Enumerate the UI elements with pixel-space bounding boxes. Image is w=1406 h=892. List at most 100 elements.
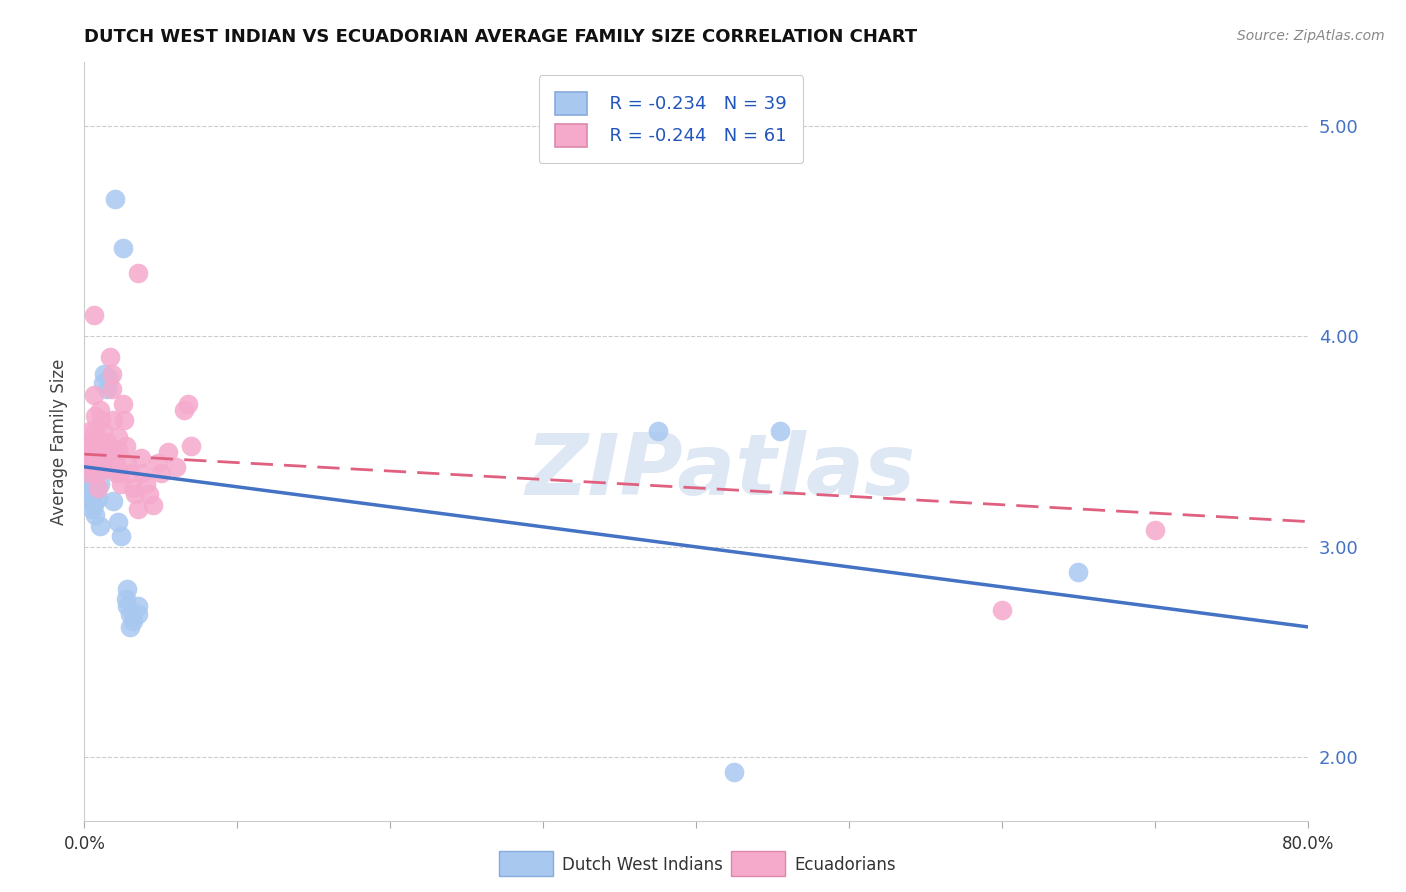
Point <box>94 459 117 474</box>
Point <box>98 462 121 476</box>
Point <box>101 367 124 381</box>
Point <box>101 382 124 396</box>
Point <box>120 466 142 480</box>
Point <box>83 475 105 489</box>
Point <box>98 351 121 365</box>
Point <box>89 476 111 491</box>
Point <box>86 451 108 466</box>
Point <box>80 451 103 466</box>
Point <box>76 439 98 453</box>
Point <box>127 266 149 280</box>
Point <box>107 515 129 529</box>
Point <box>127 502 149 516</box>
Point <box>991 603 1014 617</box>
Point <box>93 367 115 381</box>
Point <box>75 451 97 466</box>
Point <box>115 599 138 613</box>
Point <box>79 424 101 438</box>
Legend:   R = -0.234   N = 39,   R = -0.244   N = 61: R = -0.234 N = 39, R = -0.244 N = 61 <box>538 75 803 163</box>
Point <box>114 592 136 607</box>
Point <box>80 493 103 508</box>
Point <box>138 487 160 501</box>
Point <box>769 424 792 438</box>
Point <box>105 456 128 470</box>
Point <box>77 447 100 461</box>
Point <box>114 439 136 453</box>
Point <box>105 466 128 480</box>
Point <box>115 456 138 470</box>
Point <box>177 396 200 410</box>
Point <box>1143 523 1166 537</box>
Point <box>101 445 124 459</box>
Point <box>165 459 187 474</box>
Text: Ecuadorians: Ecuadorians <box>794 856 896 874</box>
Point <box>84 409 107 424</box>
Point <box>91 439 114 453</box>
Point <box>122 614 145 628</box>
Point <box>108 466 131 480</box>
Point <box>97 371 120 385</box>
Point <box>89 403 111 417</box>
Point <box>86 439 108 453</box>
Point <box>149 466 172 480</box>
Point <box>107 442 129 457</box>
Point <box>122 481 145 495</box>
Point <box>80 459 103 474</box>
Point <box>647 424 669 438</box>
Point <box>80 445 103 459</box>
Point <box>96 434 118 449</box>
Point <box>91 424 114 438</box>
Point <box>129 451 152 466</box>
Point <box>84 424 107 438</box>
Text: ZIPatlas: ZIPatlas <box>526 430 915 514</box>
Point <box>180 439 202 453</box>
Point <box>111 396 134 410</box>
Point <box>90 413 112 427</box>
Point <box>77 459 100 474</box>
Point <box>84 508 107 523</box>
Text: DUTCH WEST INDIAN VS ECUADORIAN AVERAGE FAMILY SIZE CORRELATION CHART: DUTCH WEST INDIAN VS ECUADORIAN AVERAGE … <box>84 28 918 45</box>
Point <box>84 485 107 500</box>
Point <box>124 487 146 501</box>
Text: Dutch West Indians: Dutch West Indians <box>562 856 723 874</box>
Point <box>93 451 115 466</box>
Point <box>89 518 111 533</box>
Point <box>89 434 111 449</box>
Point <box>77 466 100 480</box>
Point <box>127 599 149 613</box>
Point <box>103 413 125 427</box>
Point <box>146 456 169 470</box>
Point <box>97 459 120 474</box>
Point <box>127 607 149 622</box>
Point <box>87 466 110 480</box>
Point <box>723 765 745 780</box>
Point <box>142 498 165 512</box>
Point <box>104 192 127 206</box>
Point <box>75 470 97 484</box>
Point <box>110 476 132 491</box>
Point <box>79 487 101 501</box>
Text: Source: ZipAtlas.com: Source: ZipAtlas.com <box>1237 29 1385 43</box>
Point <box>135 476 157 491</box>
Point <box>96 447 118 461</box>
Point <box>1067 565 1090 579</box>
Point <box>83 388 105 402</box>
Point <box>87 491 110 506</box>
Point <box>86 481 108 495</box>
Point <box>91 376 114 390</box>
Point <box>115 582 138 596</box>
Point <box>103 493 125 508</box>
Point <box>173 403 195 417</box>
Point <box>112 413 135 427</box>
Point <box>110 529 132 543</box>
Point <box>131 466 153 480</box>
Point <box>120 607 142 622</box>
Point <box>76 479 98 493</box>
Point <box>157 445 180 459</box>
Point <box>79 466 101 480</box>
Point <box>90 456 112 470</box>
Point <box>111 241 134 255</box>
Point <box>87 481 110 495</box>
Point <box>83 308 105 322</box>
Point <box>104 442 127 457</box>
